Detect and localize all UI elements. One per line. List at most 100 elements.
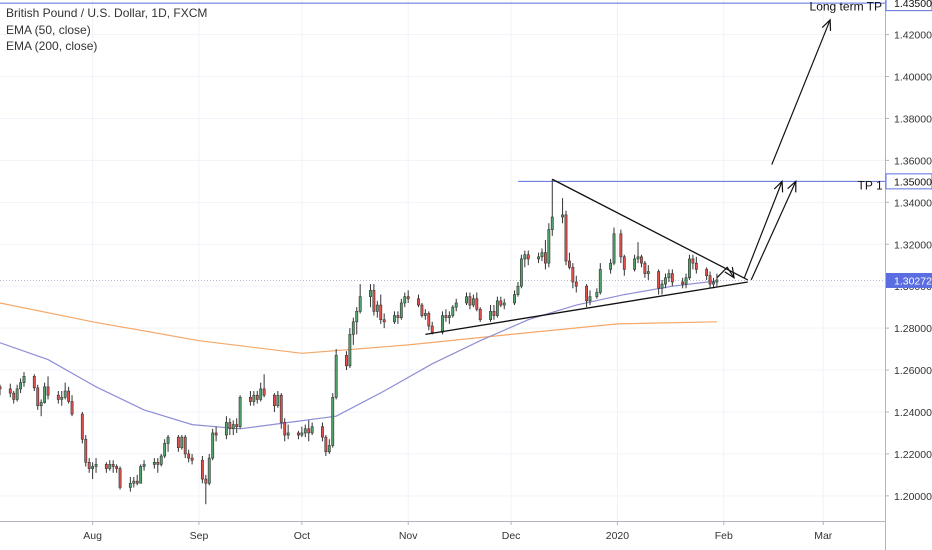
candle bbox=[276, 391, 280, 408]
candle bbox=[465, 292, 468, 306]
candle-body-down bbox=[84, 438, 88, 463]
candle-body-up bbox=[715, 279, 719, 283]
candle bbox=[156, 458, 160, 473]
candle bbox=[657, 269, 661, 295]
candle bbox=[255, 391, 259, 404]
candle-body-down bbox=[262, 388, 266, 396]
candle bbox=[441, 311, 444, 335]
candle-body-up bbox=[327, 445, 331, 453]
trendline-1 bbox=[425, 281, 748, 336]
candle-body-down bbox=[200, 459, 204, 480]
annotation-label: TP 1 bbox=[858, 179, 883, 193]
time-axis: Aug Sep Oct Nov Dec 2020 Feb Mar bbox=[83, 521, 833, 542]
candle-body-down bbox=[176, 436, 180, 448]
candle-body-up bbox=[495, 300, 499, 316]
candle-body-down bbox=[104, 464, 108, 469]
candle-body-up bbox=[238, 397, 242, 427]
candle bbox=[231, 420, 235, 436]
candle-body-up bbox=[712, 281, 715, 285]
candle-body-down bbox=[694, 262, 698, 270]
legend-ema200: EMA (200, close) bbox=[6, 39, 98, 53]
ema200-line bbox=[0, 302, 717, 354]
arrow-0 bbox=[716, 266, 735, 280]
candle-body-up bbox=[595, 292, 599, 297]
time-tick-label: Oct bbox=[294, 530, 310, 542]
candle bbox=[283, 418, 287, 442]
candle bbox=[454, 298, 458, 312]
arrow-shaft bbox=[771, 19, 831, 165]
candle bbox=[111, 460, 115, 473]
candle bbox=[183, 435, 187, 459]
candle-body-down bbox=[204, 478, 208, 484]
candle-body-down bbox=[235, 424, 239, 427]
candle bbox=[235, 418, 239, 433]
time-tick-label: Mar bbox=[814, 530, 833, 542]
candle bbox=[286, 424, 290, 440]
candle bbox=[358, 284, 362, 314]
candle bbox=[670, 269, 674, 287]
candle bbox=[303, 424, 307, 438]
candle-body-down bbox=[568, 260, 571, 268]
price-box-bg bbox=[885, 0, 932, 12]
candle-body-down bbox=[111, 464, 115, 467]
arrow-shaft bbox=[750, 181, 797, 281]
candle-body-down bbox=[475, 298, 479, 310]
candle bbox=[585, 284, 588, 308]
candle-body-up bbox=[561, 214, 564, 218]
candle-body-up bbox=[393, 315, 396, 323]
candle bbox=[444, 309, 448, 322]
candle-body-up bbox=[63, 390, 67, 398]
candle bbox=[619, 229, 623, 264]
candle-body-up bbox=[351, 321, 355, 335]
candle bbox=[190, 453, 194, 465]
legend-ema50: EMA (50, close) bbox=[6, 22, 91, 37]
candle bbox=[351, 317, 355, 345]
candle-body-up bbox=[399, 302, 403, 318]
candle bbox=[8, 383, 12, 398]
grid-lines bbox=[0, 0, 885, 521]
price-tick-label: 1.20000 bbox=[894, 491, 932, 503]
candle-body-up bbox=[19, 382, 22, 390]
candle bbox=[595, 288, 599, 299]
candle bbox=[142, 460, 146, 471]
candle-body-down bbox=[156, 461, 160, 465]
candle-body-up bbox=[513, 294, 516, 304]
time-tick-label: Aug bbox=[83, 530, 102, 542]
candle-body-up bbox=[375, 304, 379, 312]
candle-body-up bbox=[609, 262, 612, 270]
candle-body-down bbox=[87, 461, 91, 469]
candle-body-up bbox=[300, 432, 304, 436]
candle bbox=[561, 198, 564, 224]
candle bbox=[273, 393, 276, 412]
candle-body-up bbox=[664, 277, 667, 285]
candle bbox=[355, 307, 359, 335]
candle-body-down bbox=[46, 386, 50, 396]
price-tick-label: 1.32000 bbox=[894, 239, 932, 251]
arrow-head bbox=[821, 18, 832, 31]
candle bbox=[12, 391, 16, 404]
candle bbox=[300, 426, 304, 438]
candle bbox=[406, 290, 410, 303]
candle bbox=[262, 374, 266, 398]
candle-body-up bbox=[152, 461, 156, 465]
candle bbox=[91, 462, 95, 480]
candle bbox=[348, 328, 352, 368]
candle-body-up bbox=[348, 334, 352, 367]
candle bbox=[43, 382, 47, 404]
candle-body-up bbox=[465, 296, 468, 304]
candle-body-up bbox=[447, 315, 451, 318]
horizontal-line-label-0: 1.43500 bbox=[885, 0, 932, 12]
candle bbox=[447, 311, 451, 324]
candle bbox=[540, 248, 544, 262]
price-box-label: 1.43500 bbox=[894, 0, 932, 10]
candle bbox=[327, 439, 331, 454]
candle-body-down bbox=[492, 311, 496, 316]
candle bbox=[633, 254, 637, 272]
candle bbox=[636, 242, 640, 264]
candle-body-up bbox=[612, 233, 616, 264]
time-tick-label: Nov bbox=[399, 530, 418, 542]
candle-body-down bbox=[273, 394, 276, 406]
candle bbox=[667, 269, 671, 282]
candle bbox=[420, 302, 424, 318]
